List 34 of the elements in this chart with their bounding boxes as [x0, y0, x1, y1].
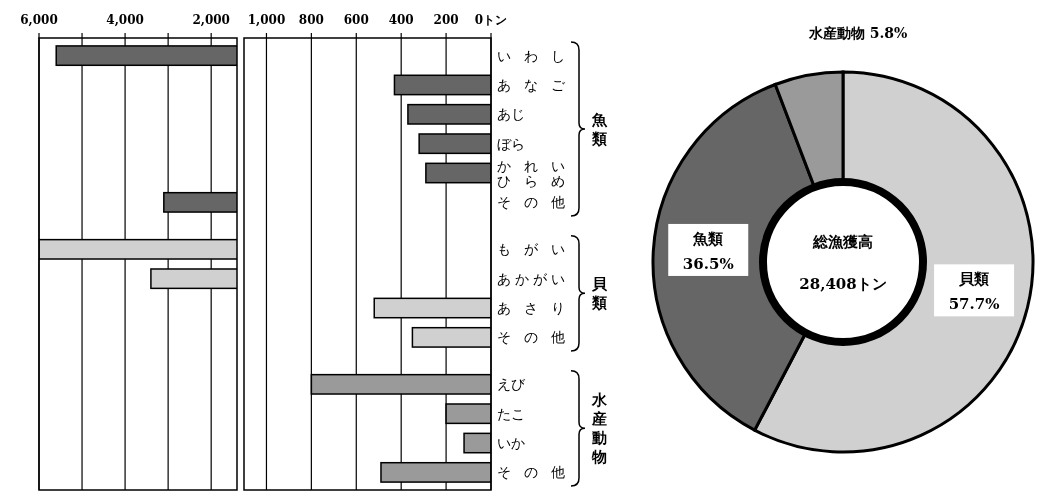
slice-label: 魚類 — [692, 229, 724, 248]
y-tick-label: その他 — [497, 464, 565, 481]
slice-label: 水産動物 — [808, 24, 865, 41]
text: 魚類 — [590, 110, 608, 148]
data-label: 5.8% — [869, 24, 908, 41]
text: 貝類 — [590, 275, 608, 313]
slice-label: 貝類 — [958, 270, 990, 289]
data-label: 57.7% — [948, 295, 1000, 314]
x-tick-label: 1,000 — [247, 13, 286, 27]
y-tick-label: かれいひらめ — [497, 157, 565, 189]
x-tick-label: 4,000 — [106, 13, 144, 27]
y-tick-label: その他 — [497, 329, 565, 346]
y-tick-label: あなご — [497, 76, 566, 93]
y-tick-label: いわし — [497, 47, 565, 64]
y-tick-label: たこ — [497, 405, 525, 422]
x-tick-label: 600 — [343, 13, 369, 27]
y-tick-label: えび — [497, 376, 526, 393]
x-tick-label: 800 — [298, 13, 324, 27]
data-label: 36.5% — [682, 254, 734, 273]
text: 28,408トン — [799, 275, 887, 293]
x-tick-label: 6,000 — [20, 13, 58, 27]
x-tick-label: 200 — [433, 13, 459, 27]
y-tick-label: ぼら — [497, 135, 525, 152]
y-tick-label: その他 — [497, 194, 565, 211]
text: 水産動物 — [590, 391, 608, 467]
x-tick-label: 2,000 — [192, 13, 230, 27]
y-tick-label: あじ — [497, 106, 525, 123]
y-tick-label: もがい — [497, 241, 565, 258]
y-tick-label: いか — [497, 435, 525, 452]
x-tick-label: 400 — [388, 13, 414, 27]
y-tick-label: あさり — [497, 300, 565, 317]
text: 総漁獲高 — [812, 233, 873, 251]
x-tick-label: 0トン — [474, 13, 508, 27]
y-tick-label: あかがい — [497, 270, 565, 287]
